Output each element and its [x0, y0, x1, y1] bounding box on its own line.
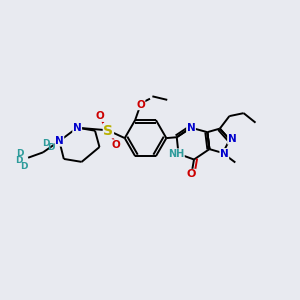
Text: D: D [15, 156, 22, 165]
Text: N: N [220, 148, 229, 159]
Text: O: O [111, 140, 120, 150]
Text: NH: NH [168, 149, 184, 159]
Text: D: D [16, 149, 24, 158]
Text: O: O [187, 169, 196, 179]
Text: N: N [73, 123, 82, 133]
Text: N: N [228, 134, 236, 144]
Text: S: S [103, 124, 113, 138]
Text: D: D [20, 161, 27, 170]
Text: D: D [42, 139, 50, 148]
Text: N: N [55, 136, 64, 146]
Text: D: D [47, 142, 54, 152]
Text: O: O [136, 100, 145, 110]
Text: O: O [96, 111, 104, 122]
Text: N: N [187, 123, 195, 133]
